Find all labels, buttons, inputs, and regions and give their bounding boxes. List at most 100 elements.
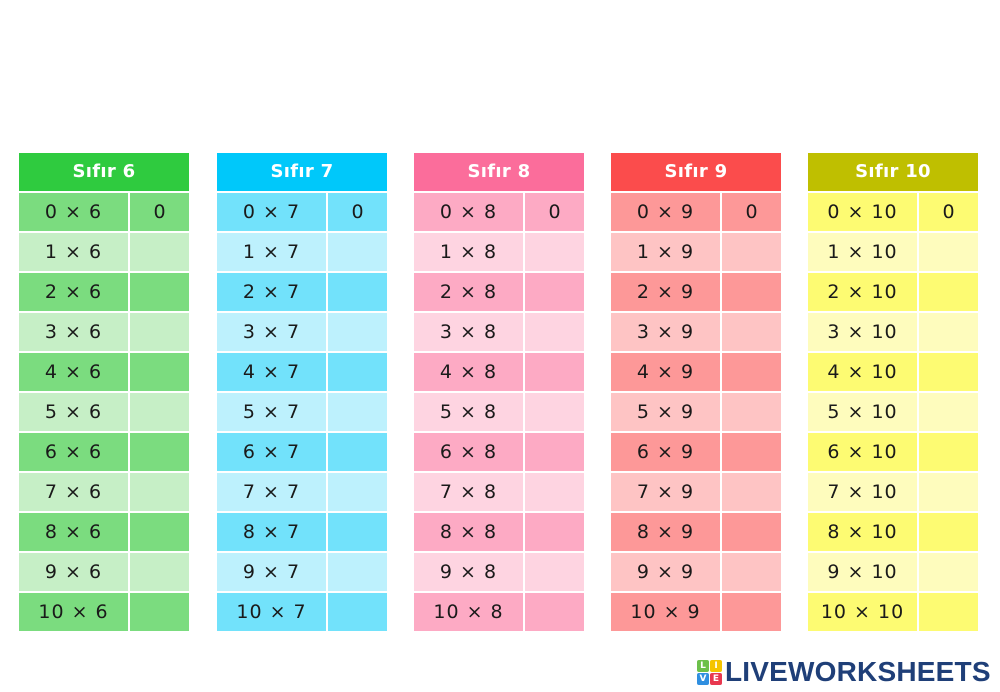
answer-input[interactable]: [919, 233, 978, 271]
answer-cell[interactable]: [525, 233, 584, 271]
answer-input[interactable]: [722, 473, 781, 511]
answer-input[interactable]: [328, 313, 387, 351]
answer-cell[interactable]: [130, 553, 189, 591]
answer-input[interactable]: [722, 233, 781, 271]
answer-cell[interactable]: [525, 313, 584, 351]
answer-cell[interactable]: [130, 273, 189, 311]
answer-input[interactable]: [130, 273, 189, 311]
answer-cell[interactable]: [919, 513, 978, 551]
answer-cell[interactable]: [722, 593, 781, 631]
answer-cell[interactable]: [328, 513, 387, 551]
answer-cell[interactable]: [722, 513, 781, 551]
answer-cell[interactable]: [525, 513, 584, 551]
answer-cell[interactable]: [130, 313, 189, 351]
answer-cell[interactable]: [919, 393, 978, 431]
answer-input[interactable]: [919, 473, 978, 511]
answer-input[interactable]: [328, 553, 387, 591]
answer-cell[interactable]: [525, 273, 584, 311]
answer-cell[interactable]: [722, 553, 781, 591]
answer-cell[interactable]: [722, 313, 781, 351]
answer-input[interactable]: [130, 313, 189, 351]
answer-input[interactable]: [525, 353, 584, 391]
answer-cell[interactable]: [919, 593, 978, 631]
answer-cell[interactable]: [328, 313, 387, 351]
answer-input[interactable]: [525, 233, 584, 271]
answer-input[interactable]: [328, 513, 387, 551]
answer-input[interactable]: [722, 433, 781, 471]
answer-cell[interactable]: [919, 433, 978, 471]
answer-input[interactable]: [328, 233, 387, 271]
answer-input[interactable]: [525, 473, 584, 511]
answer-cell[interactable]: [525, 473, 584, 511]
answer-input[interactable]: [525, 273, 584, 311]
answer-input[interactable]: [722, 393, 781, 431]
answer-cell[interactable]: [328, 433, 387, 471]
answer-input[interactable]: [328, 473, 387, 511]
answer-cell[interactable]: [328, 353, 387, 391]
answer-input[interactable]: [722, 353, 781, 391]
answer-cell[interactable]: [130, 233, 189, 271]
answer-input[interactable]: [328, 593, 387, 631]
answer-input[interactable]: [525, 433, 584, 471]
answer-cell[interactable]: [722, 433, 781, 471]
answer-input[interactable]: [919, 593, 978, 631]
answer-cell[interactable]: [328, 233, 387, 271]
answer-input[interactable]: [919, 513, 978, 551]
answer-input[interactable]: [919, 393, 978, 431]
answer-input[interactable]: [722, 553, 781, 591]
answer-input[interactable]: [328, 393, 387, 431]
answer-cell[interactable]: [919, 353, 978, 391]
answer-cell[interactable]: [525, 393, 584, 431]
answer-input[interactable]: [130, 593, 189, 631]
answer-input[interactable]: [525, 593, 584, 631]
answer-cell[interactable]: [130, 473, 189, 511]
answer-input[interactable]: [525, 513, 584, 551]
answer-input[interactable]: [130, 393, 189, 431]
answer-cell[interactable]: [722, 273, 781, 311]
answer-cell[interactable]: [130, 393, 189, 431]
answer-input[interactable]: [919, 553, 978, 591]
answer-input[interactable]: [525, 313, 584, 351]
answer-cell[interactable]: [919, 553, 978, 591]
answer-input[interactable]: [130, 233, 189, 271]
answer-cell[interactable]: [130, 433, 189, 471]
answer-input[interactable]: [525, 553, 584, 591]
answer-input[interactable]: [130, 513, 189, 551]
answer-cell[interactable]: [525, 593, 584, 631]
answer-cell[interactable]: [919, 313, 978, 351]
answer-input[interactable]: [722, 313, 781, 351]
answer-input[interactable]: [328, 433, 387, 471]
answer-cell[interactable]: [328, 273, 387, 311]
answer-input[interactable]: [919, 273, 978, 311]
answer-cell[interactable]: [328, 553, 387, 591]
answer-cell[interactable]: [722, 353, 781, 391]
answer-input[interactable]: [722, 593, 781, 631]
answer-cell[interactable]: [919, 273, 978, 311]
answer-cell[interactable]: [130, 513, 189, 551]
answer-cell[interactable]: [130, 593, 189, 631]
answer-cell[interactable]: [919, 473, 978, 511]
answer-input[interactable]: [328, 353, 387, 391]
answer-input[interactable]: [130, 473, 189, 511]
answer-cell[interactable]: [919, 233, 978, 271]
answer-input[interactable]: [130, 353, 189, 391]
answer-input[interactable]: [328, 273, 387, 311]
answer-input[interactable]: [525, 393, 584, 431]
answer-input[interactable]: [722, 273, 781, 311]
answer-input[interactable]: [919, 433, 978, 471]
answer-cell[interactable]: [722, 393, 781, 431]
answer-cell[interactable]: [525, 353, 584, 391]
answer-cell[interactable]: [722, 473, 781, 511]
answer-input[interactable]: [722, 513, 781, 551]
answer-input[interactable]: [919, 313, 978, 351]
answer-cell[interactable]: [328, 473, 387, 511]
answer-cell[interactable]: [525, 433, 584, 471]
answer-cell[interactable]: [130, 353, 189, 391]
answer-cell[interactable]: [328, 593, 387, 631]
answer-input[interactable]: [919, 353, 978, 391]
answer-cell[interactable]: [328, 393, 387, 431]
answer-cell[interactable]: [525, 553, 584, 591]
answer-input[interactable]: [130, 553, 189, 591]
answer-input[interactable]: [130, 433, 189, 471]
answer-cell[interactable]: [722, 233, 781, 271]
